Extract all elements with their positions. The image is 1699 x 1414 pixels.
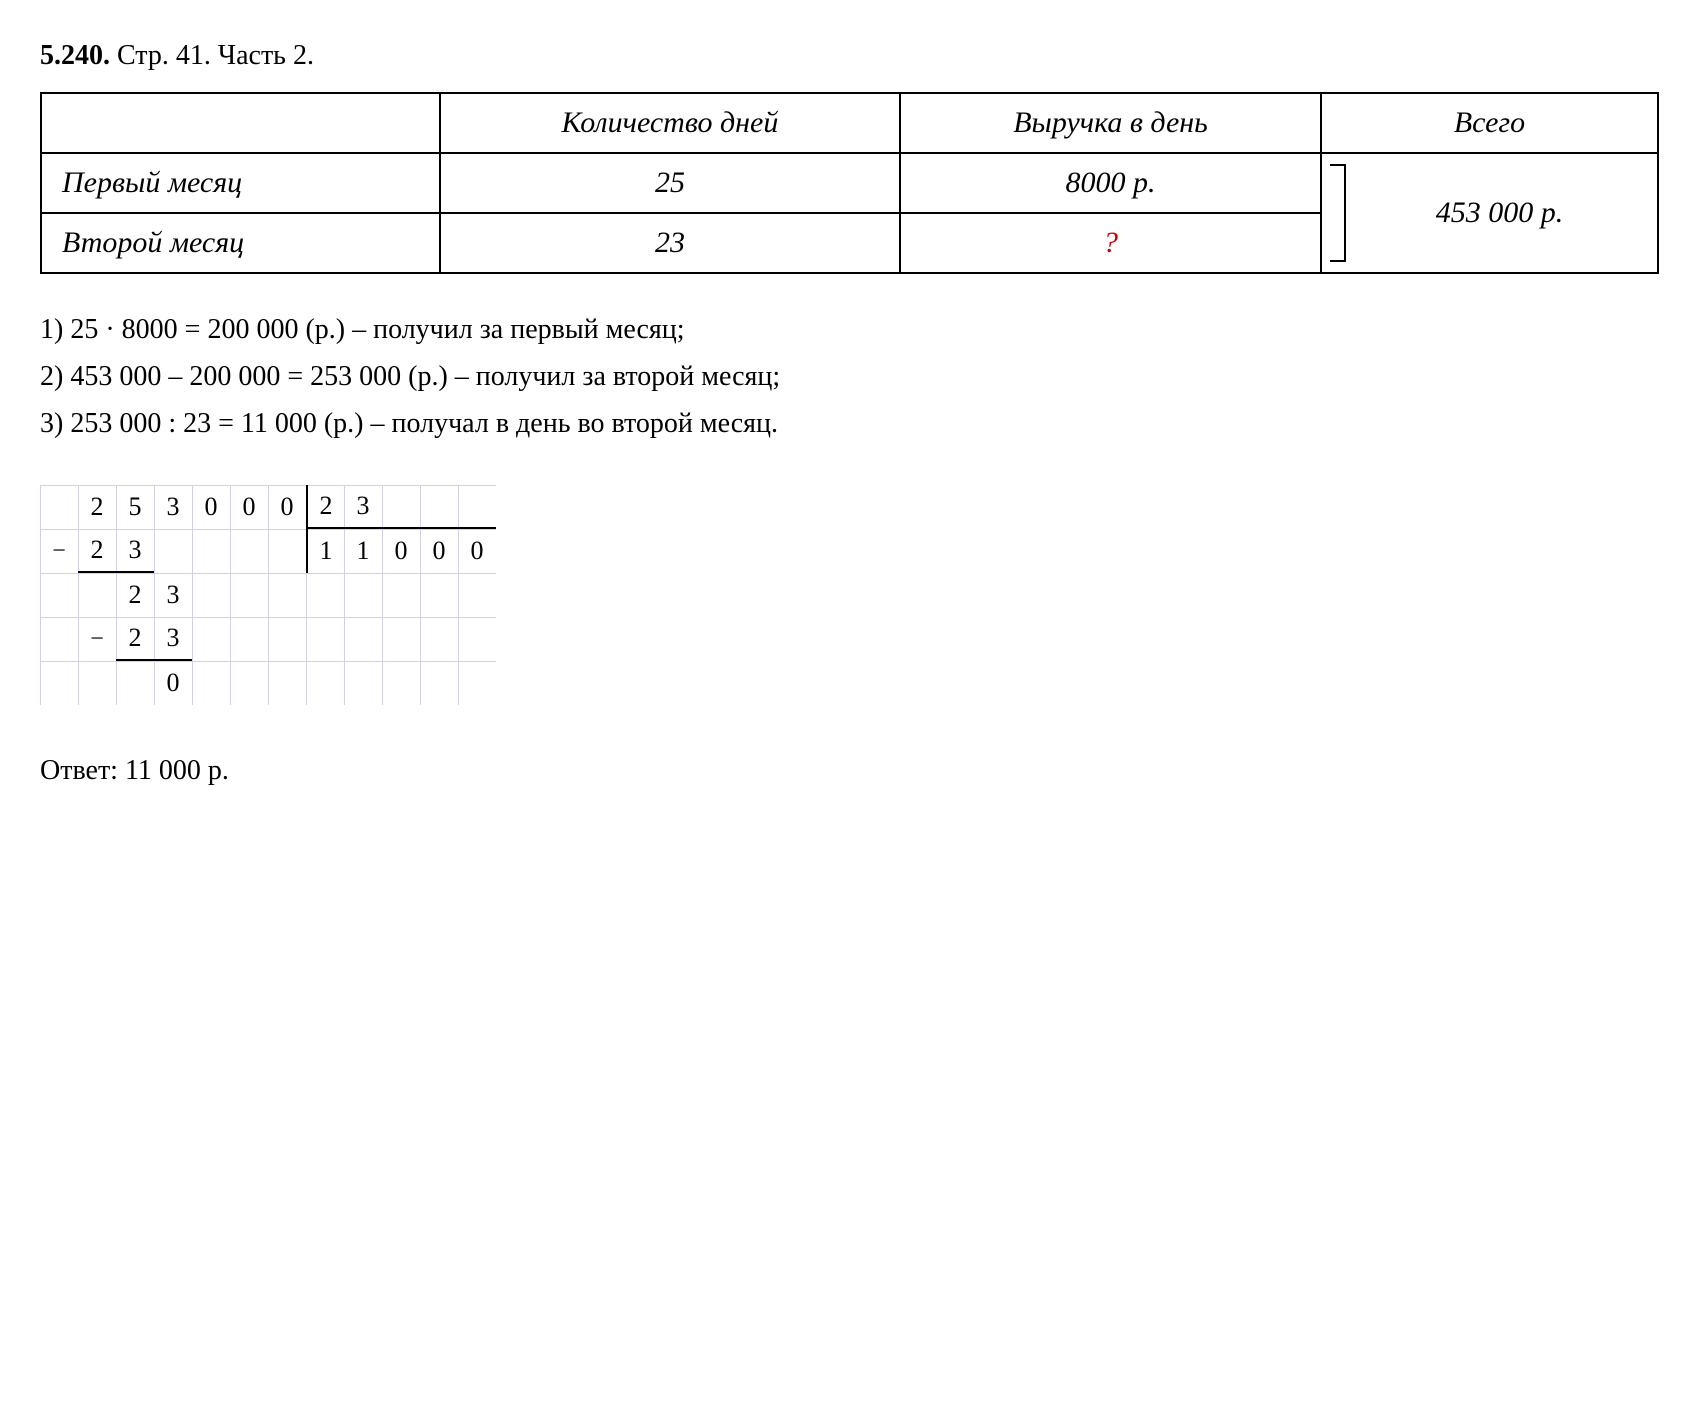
step-1: 1) 25 · 8000 = 200 000 (р.) – получил за… [40,314,1659,346]
row1-label: Первый месяц [41,153,440,213]
minus-sign: − [78,617,116,661]
dividend-digit: 2 [78,485,116,529]
row1-revenue: 8000 р. [900,153,1321,213]
question-mark: ? [1103,226,1118,259]
divisor-pad [420,485,458,529]
sub-digit: 3 [116,529,154,573]
remainder-digit: 3 [154,573,192,617]
quotient-digit: 0 [420,529,458,573]
divisor-pad [382,485,420,529]
divisor-pad [458,485,496,529]
page-ref: Стр. 41. [117,40,211,71]
row2-label: Второй месяц [41,213,440,273]
data-table: Количество дней Выручка в день Всего Пер… [40,92,1659,274]
header-total: Всего [1321,93,1658,153]
total-cell: 453 000 р. [1321,153,1658,273]
answer-line: Ответ: 11 000 р. [40,755,1659,787]
dividend-digit: 5 [116,485,154,529]
long-division: 2 5 3 0 0 0 2 3 − 2 3 1 1 0 0 0 2 3 [40,485,496,705]
quotient-digit: 1 [344,529,382,573]
step-3: 3) 253 000 : 23 = 11 000 (р.) – получал … [40,408,1659,440]
row2-revenue: ? [900,213,1321,273]
problem-number: 5.240. [40,40,110,71]
bracket-icon [1330,164,1346,262]
final-remainder: 0 [154,661,192,705]
divisor-digit: 3 [344,485,382,529]
remainder-digit: 2 [116,573,154,617]
dividend-digit: 0 [268,485,306,529]
quotient-digit: 0 [382,529,420,573]
quotient-digit: 0 [458,529,496,573]
step-2: 2) 453 000 – 200 000 = 253 000 (р.) – по… [40,361,1659,393]
dividend-digit: 3 [154,485,192,529]
row1-days: 25 [440,153,900,213]
quotient-digit: 1 [306,529,344,573]
header-days: Количество дней [440,93,900,153]
sub-digit: 2 [78,529,116,573]
header-empty [41,93,440,153]
sub-digit: 3 [154,617,192,661]
minus-sign: − [40,529,78,573]
problem-heading: 5.240. Стр. 41. Часть 2. [40,40,1659,72]
total-value: 453 000 р. [1436,196,1564,229]
row2-days: 23 [440,213,900,273]
header-revenue: Выручка в день [900,93,1321,153]
sub-digit: 2 [116,617,154,661]
part-ref: Часть 2. [218,40,314,71]
divisor-digit: 2 [306,485,344,529]
minus-sign [40,485,78,529]
dividend-digit: 0 [230,485,268,529]
dividend-digit: 0 [192,485,230,529]
